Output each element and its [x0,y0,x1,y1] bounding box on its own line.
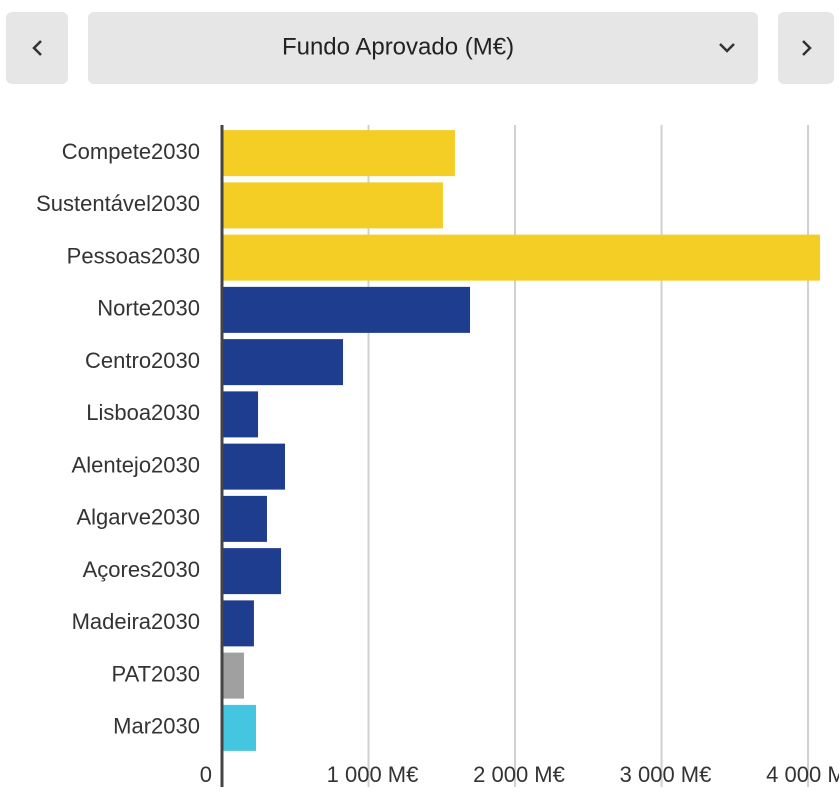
x-tick-label: 0 [200,762,212,787]
bar [222,130,455,177]
bar [222,548,282,595]
select-label: Fundo Aprovado (M€) [282,33,514,60]
y-tick-label: Pessoas2030 [67,243,200,268]
next-icon [802,40,812,56]
y-tick-label: Norte2030 [97,296,200,321]
x-tick-label: 3 000 M€ [620,762,712,787]
prev-button[interactable] [6,12,68,84]
prev-icon [32,40,42,56]
y-tick-label: Lisboa2030 [86,400,200,425]
next-button[interactable] [778,12,834,84]
bar [222,495,267,542]
x-tick-label: 1 000 M€ [327,762,419,787]
bar [222,286,471,333]
y-tick-label: Sustentável2030 [36,191,200,216]
y-tick-label: Açores2030 [83,557,200,582]
x-tick-label: 4 000 M€ [766,762,839,787]
y-tick-label: Mar2030 [113,714,200,739]
y-tick-label: Madeira2030 [72,609,200,634]
y-tick-label: Algarve2030 [76,505,200,530]
bar [222,443,285,490]
bar [222,234,821,281]
y-tick-label: PAT2030 [112,661,200,686]
bar [222,182,443,229]
y-tick-label: Alentejo2030 [72,452,200,477]
bar [222,391,259,438]
y-tick-label: Compete2030 [62,139,200,164]
x-tick-label: 2 000 M€ [473,762,565,787]
bar [222,652,244,699]
metric-select[interactable] [88,12,758,84]
dropdown-icon [719,43,735,53]
bar [222,339,344,386]
bar [222,600,254,647]
bar [222,704,256,751]
y-tick-label: Centro2030 [85,348,200,373]
